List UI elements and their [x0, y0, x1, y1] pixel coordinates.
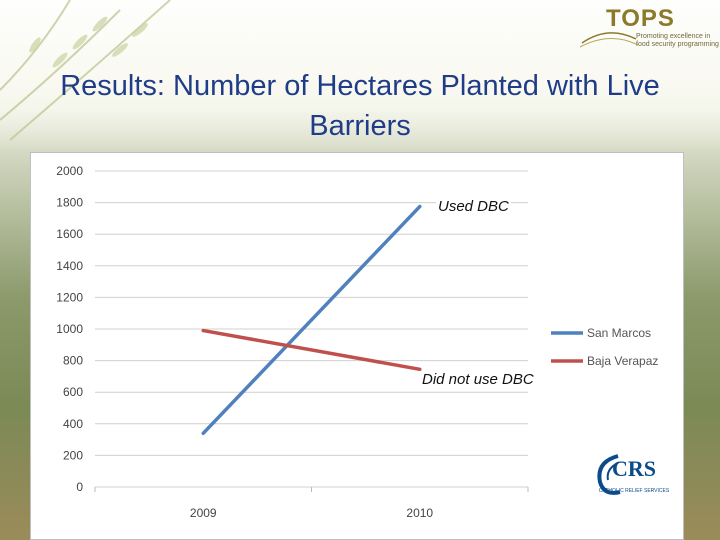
- y-tick-label: 200: [63, 448, 83, 462]
- chart-panel: 0 200 400 600 800 1000 1200 1400 1600 1800 2000 200…: [30, 152, 684, 540]
- annotation-used-dbc: Used DBC: [436, 198, 511, 215]
- line-chart: 0 200 400 600 800 1000 1200 1400 1600 1800 2000 200…: [56, 164, 658, 520]
- y-tick-label: 1400: [56, 259, 83, 273]
- crs-logo-sub: CATHOLIC RELIEF SERVICES: [598, 488, 670, 494]
- legend-label: Baja Verapaz: [587, 354, 658, 368]
- y-tick-label: 1000: [56, 322, 83, 336]
- tops-logo-word: TOPS: [606, 5, 675, 32]
- slide-title-text: Results: Number of Hectares Planted with…: [60, 70, 660, 142]
- tops-logo-tagline: Promoting excellence in food security pr…: [636, 33, 719, 48]
- data-point: [201, 431, 205, 435]
- y-tick-label: 400: [63, 417, 83, 431]
- y-tick-label: 800: [63, 354, 83, 368]
- annotation-did-not-use-dbc: Did not use DBC: [420, 371, 536, 388]
- legend-label: San Marcos: [587, 326, 651, 340]
- series-line: [201, 328, 422, 372]
- crs-swirl-icon: [597, 454, 621, 495]
- series-line: [201, 204, 422, 436]
- crs-logo: CRS CATHOLIC RELIEF SERVICES: [582, 444, 678, 506]
- tops-logo: TOPS Promoting excellence in food securi…: [578, 5, 719, 51]
- y-tick-label: 1600: [56, 227, 83, 241]
- y-tick-label: 1200: [56, 290, 83, 304]
- y-tick-label: 2000: [56, 164, 83, 178]
- data-point: [418, 367, 422, 371]
- header-band: [0, 0, 720, 150]
- y-tick-label: 0: [76, 480, 83, 494]
- data-point: [201, 329, 205, 333]
- x-tick-label: 2009: [190, 506, 217, 520]
- y-tick-label: 1800: [56, 196, 83, 210]
- tops-swoosh-icon: [579, 32, 638, 48]
- crs-logo-word: CRS: [612, 456, 657, 481]
- slide-title: Results: Number of Hectares Planted with…: [0, 66, 720, 146]
- y-tick-label: 600: [63, 385, 83, 399]
- data-point: [418, 205, 422, 209]
- wheat-decoration: [0, 0, 171, 141]
- x-tick-label: 2010: [406, 506, 433, 520]
